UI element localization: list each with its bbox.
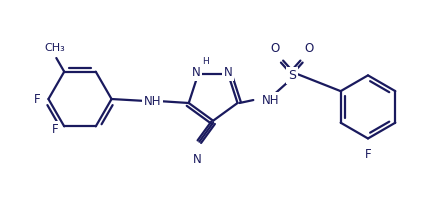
Text: H: H: [202, 57, 209, 66]
Text: O: O: [304, 42, 313, 55]
Text: NH: NH: [262, 94, 280, 106]
Text: N: N: [193, 153, 202, 165]
Text: NH: NH: [143, 95, 161, 107]
Text: F: F: [365, 148, 371, 161]
Text: F: F: [34, 93, 41, 105]
Text: S: S: [288, 69, 296, 82]
Text: CH₃: CH₃: [44, 43, 65, 53]
Text: O: O: [270, 42, 280, 55]
Text: N: N: [224, 66, 232, 79]
Text: N: N: [192, 66, 200, 79]
Text: F: F: [52, 123, 58, 136]
